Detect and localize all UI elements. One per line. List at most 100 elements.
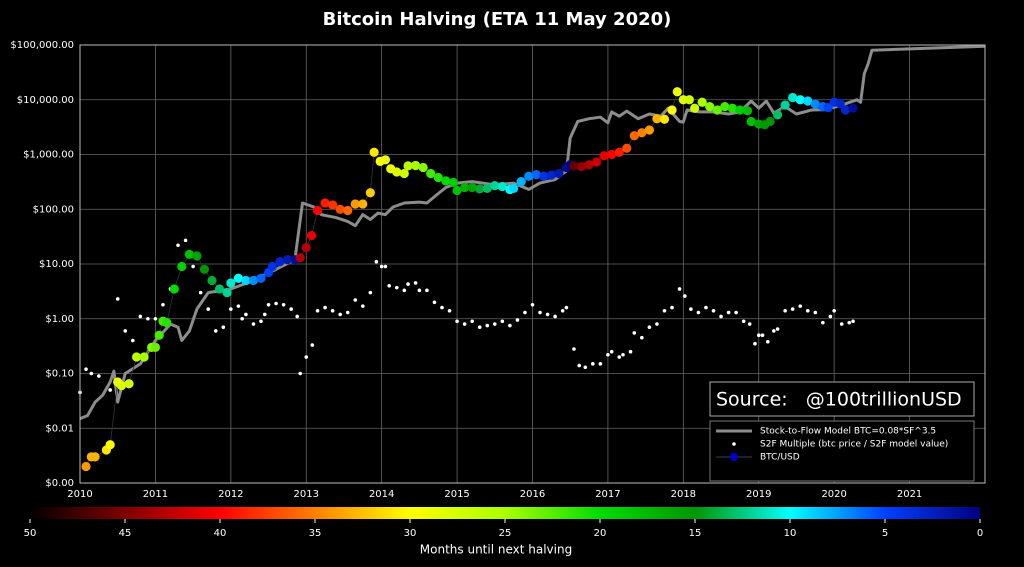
price-dot [516, 176, 526, 187]
multiple-dot [670, 305, 674, 310]
price-dot [569, 161, 579, 171]
price-dot [712, 105, 722, 115]
legend-swatch [730, 453, 738, 461]
multiple-dot [383, 264, 388, 269]
price-dot [131, 352, 142, 362]
price-dot [584, 160, 594, 170]
price-dot [418, 162, 428, 173]
price-dot [637, 128, 647, 138]
multiple-dot [379, 264, 384, 269]
price-dot [840, 105, 851, 115]
multiple-dot [821, 320, 825, 325]
price-dot [546, 170, 556, 180]
price-dot [154, 330, 164, 340]
price-dot [629, 131, 639, 141]
multiple-dot [447, 308, 452, 313]
price-dot [795, 95, 805, 105]
price-dot [460, 182, 470, 193]
price-dot [105, 440, 115, 450]
y-tick-label: $10.00 [39, 259, 74, 270]
price-dot [848, 103, 858, 113]
multiple-dot [123, 329, 128, 333]
multiple-dot [477, 325, 482, 330]
multiple-dot [274, 301, 278, 306]
colorbar-tick-label: 45 [119, 528, 132, 539]
price-dot [667, 105, 677, 115]
multiple-dot [236, 304, 241, 308]
multiple-dot [417, 288, 422, 293]
x-tick-label: 2019 [746, 489, 771, 500]
price-dot [475, 184, 485, 194]
multiple-dot [432, 300, 437, 305]
multiple-dot [198, 290, 203, 295]
price-dot [199, 264, 210, 274]
x-tick-label: 2017 [595, 489, 620, 500]
multiple-dot [813, 310, 818, 315]
multiple-dot [138, 314, 143, 319]
multiple-dot [84, 367, 88, 371]
legend-label: Stock-to-Flow Model BTC=0.08*SF^3.5 [760, 427, 936, 437]
multiple-dot [176, 243, 180, 248]
price-dot [539, 171, 549, 181]
price-dot [652, 114, 662, 124]
price-dot [267, 261, 277, 272]
multiple-dot [606, 352, 610, 357]
x-tick-label: 2014 [369, 489, 394, 500]
price-dot [433, 172, 443, 183]
price-dot [169, 284, 179, 294]
multiple-dot [851, 319, 855, 324]
multiple-dot [206, 307, 211, 311]
multiple-dot [295, 314, 300, 319]
multiple-dot [374, 259, 379, 264]
price-dot [554, 168, 564, 179]
multiple-dot [402, 288, 407, 293]
colorbar-tick-label: 10 [784, 528, 797, 539]
multiple-dot [298, 371, 303, 376]
multiple-dot [711, 308, 716, 313]
multiple-dot [704, 305, 708, 310]
price-dot [335, 204, 345, 214]
price-dot [403, 161, 413, 171]
y-tick-label: $0.00 [45, 478, 74, 489]
multiple-dot [726, 310, 731, 315]
multiple-dot [655, 322, 659, 326]
multiple-dot [753, 341, 757, 346]
multiple-dot [609, 349, 614, 354]
x-tick-label: 2018 [671, 489, 696, 500]
price-dot [735, 105, 745, 115]
multiple-dot [719, 314, 723, 319]
source-annotation: Source: @100trillionUSD [716, 389, 962, 411]
price-dot [380, 155, 391, 165]
price-dot [192, 251, 202, 261]
y-tick-label: $1.00 [45, 314, 74, 325]
x-tick-label: 2015 [444, 489, 469, 500]
x-tick-label: 2020 [821, 489, 846, 500]
legend [709, 420, 975, 482]
price-dot [295, 253, 305, 263]
multiple-dot [632, 331, 637, 335]
price-dot [823, 102, 833, 113]
price-dot [301, 242, 311, 253]
colorbar-tick-label: 15 [689, 528, 702, 539]
y-tick-label: $10,000.00 [17, 95, 74, 106]
multiple-dot [213, 329, 218, 333]
multiple-dot [89, 371, 94, 376]
y-tick-label: $0.01 [45, 423, 74, 434]
price-dot [803, 96, 813, 106]
multiple-dot [315, 308, 320, 313]
multiple-dot [108, 388, 112, 392]
price-dot [607, 149, 617, 160]
plot-frame [79, 44, 986, 484]
multiple-dot [828, 314, 833, 319]
y-tick-label: $100,000.00 [10, 40, 74, 51]
price-dot [452, 185, 462, 196]
price-dot [697, 97, 707, 107]
multiple-dot [470, 319, 474, 324]
price-dot [788, 92, 798, 103]
multiple-dot [577, 363, 582, 368]
price-dot [306, 231, 317, 241]
price-dot [690, 103, 700, 113]
multiple-dot [530, 302, 535, 307]
legend-label: S2F Multiple (btc price / S2F model valu… [760, 440, 948, 450]
